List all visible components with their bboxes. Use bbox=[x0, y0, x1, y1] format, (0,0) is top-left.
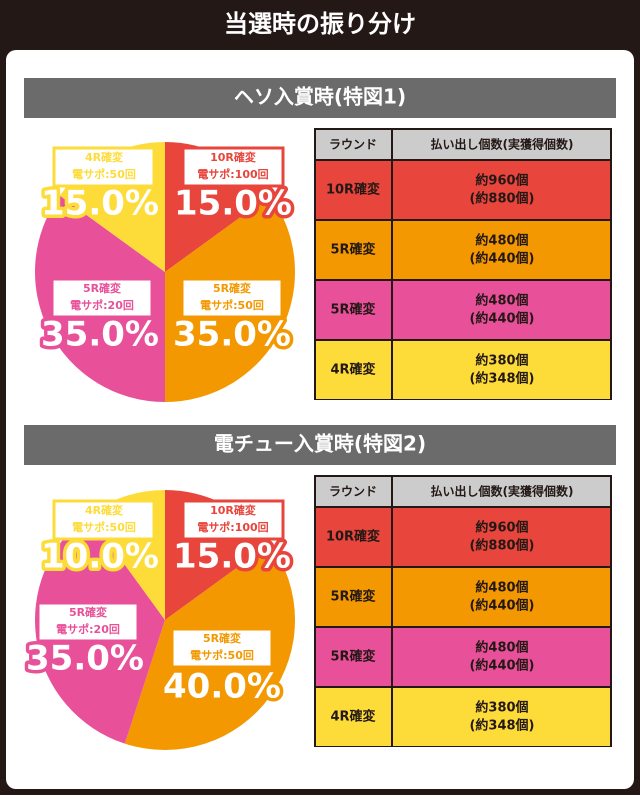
table-cell bbox=[393, 161, 610, 219]
table-cell bbox=[393, 568, 610, 626]
table-cell bbox=[316, 221, 391, 279]
table-cell bbox=[393, 341, 610, 399]
slice-sublabel: 電サポ:50回 bbox=[200, 298, 264, 312]
table-payout: 約480個 bbox=[475, 580, 528, 596]
table-payout: 約960個 bbox=[475, 520, 528, 536]
table-round: 5R確変 bbox=[330, 242, 375, 258]
slice-sublabel: 電サポ:100回 bbox=[197, 520, 268, 534]
table-round: 10R確変 bbox=[326, 529, 380, 545]
label-box bbox=[181, 499, 285, 541]
table-payout: 約480個 bbox=[475, 640, 528, 656]
section-title: ヘソ入賞時(特図1) bbox=[234, 85, 406, 109]
table-header: ラウンド bbox=[329, 138, 377, 152]
table-cell bbox=[393, 688, 610, 746]
slice-label: 10R確変 bbox=[210, 503, 256, 517]
value-label: 35.0% bbox=[41, 315, 159, 355]
table-payout: 約480個 bbox=[475, 233, 528, 249]
table-round: 5R確変 bbox=[330, 649, 375, 665]
table-round: 5R確変 bbox=[330, 302, 375, 318]
table-net: (約440個) bbox=[469, 598, 534, 614]
table-cell bbox=[316, 161, 391, 219]
table-net: (約348個) bbox=[469, 371, 534, 387]
label-box bbox=[50, 277, 154, 319]
slice-label: 4R確変 bbox=[85, 150, 123, 164]
table-cell bbox=[393, 281, 610, 339]
table-payout: 約380個 bbox=[475, 353, 528, 369]
table-payout: 約380個 bbox=[475, 700, 528, 716]
slice-label: 5R確変 bbox=[83, 281, 121, 295]
section-header bbox=[24, 78, 616, 118]
table-round: 5R確変 bbox=[330, 589, 375, 605]
value-label: 35.0% bbox=[173, 315, 291, 355]
label-box bbox=[52, 499, 156, 541]
table-payout: 約480個 bbox=[475, 293, 528, 309]
page-title: 当選時の振り分け bbox=[224, 10, 416, 38]
slice-sublabel: 電サポ:20回 bbox=[70, 298, 134, 312]
slice-label: 4R確変 bbox=[85, 503, 123, 517]
table-cell bbox=[316, 628, 391, 686]
table-cell bbox=[393, 628, 610, 686]
label-box bbox=[36, 601, 140, 643]
value-label: 10.0% bbox=[41, 537, 159, 577]
table-round: 10R確変 bbox=[326, 182, 380, 198]
slice-label: 5R確変 bbox=[69, 605, 107, 619]
slice-label: 10R確変 bbox=[210, 150, 256, 164]
header-cell bbox=[316, 477, 391, 506]
slice-sublabel: 電サポ:50回 bbox=[72, 520, 136, 534]
header-cell bbox=[393, 477, 610, 506]
slice-label: 5R確変 bbox=[213, 281, 251, 295]
slice-sublabel: 電サポ:100回 bbox=[197, 167, 268, 181]
table-cell bbox=[316, 508, 391, 566]
table-net: (約440個) bbox=[469, 251, 534, 267]
table-header: ラウンド bbox=[329, 485, 377, 499]
table-header: 払い出し個数(実獲得個数) bbox=[431, 137, 574, 152]
table-cell bbox=[316, 568, 391, 626]
table-payout: 約960個 bbox=[475, 173, 528, 189]
value-label: 40.0% bbox=[163, 667, 281, 707]
value-label: 35.0% bbox=[26, 639, 144, 679]
label-box bbox=[170, 627, 274, 669]
table-net: (約440個) bbox=[469, 311, 534, 327]
slice-sublabel: 電サポ:50回 bbox=[190, 648, 254, 662]
table-cell bbox=[393, 508, 610, 566]
header-cell bbox=[393, 130, 610, 159]
table-net: (約348個) bbox=[469, 718, 534, 734]
slice-sublabel: 電サポ:50回 bbox=[72, 167, 136, 181]
value-label: 15.0% bbox=[174, 184, 292, 224]
table-net: (約880個) bbox=[469, 191, 534, 207]
value-label: 15.0% bbox=[173, 537, 291, 577]
table-cell bbox=[316, 281, 391, 339]
label-box bbox=[52, 146, 156, 188]
section-header bbox=[24, 425, 616, 465]
table-cell bbox=[316, 341, 391, 399]
table-cell bbox=[393, 221, 610, 279]
table-round: 4R確変 bbox=[330, 362, 375, 378]
table-net: (約880個) bbox=[469, 538, 534, 554]
section-title: 電チュー入賞時(特図2) bbox=[214, 432, 426, 456]
slice-sublabel: 電サポ:20回 bbox=[56, 622, 120, 636]
value-label: 15.0% bbox=[41, 184, 159, 224]
slice-label: 5R確変 bbox=[203, 631, 241, 645]
table-header: 払い出し個数(実獲得個数) bbox=[431, 484, 574, 499]
table-net: (約440個) bbox=[469, 658, 534, 674]
table-round: 4R確変 bbox=[330, 709, 375, 725]
label-box bbox=[180, 277, 284, 319]
header-cell bbox=[316, 130, 391, 159]
table-cell bbox=[316, 688, 391, 746]
label-box bbox=[181, 146, 285, 188]
